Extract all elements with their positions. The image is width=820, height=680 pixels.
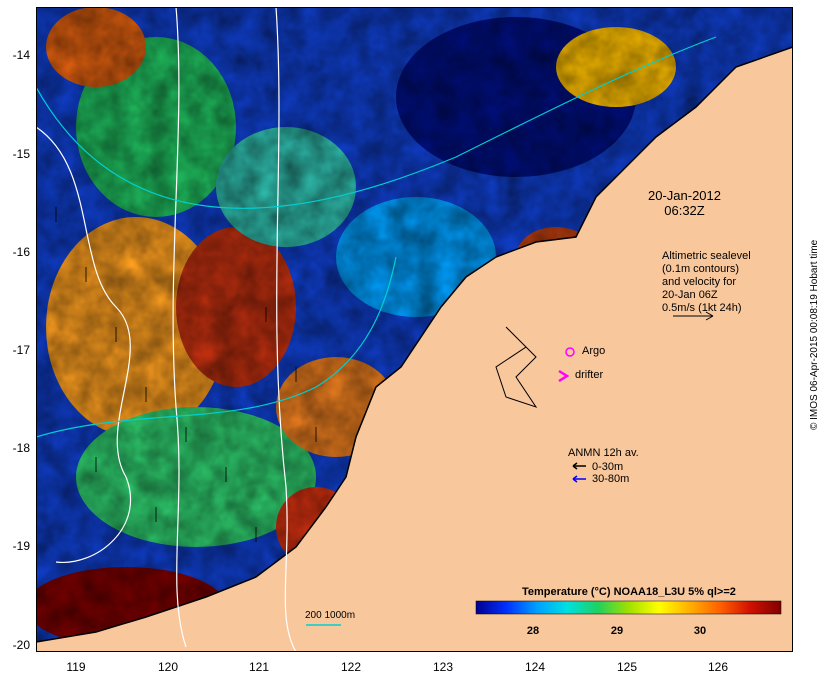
lat-tick: -15	[12, 147, 30, 161]
lat-tick: -14	[12, 48, 30, 62]
altimetry-line: 0.5m/s (1kt 24h)	[662, 302, 742, 314]
time-label: 06:32Z	[664, 203, 705, 218]
anmn-title: ANMN 12h av.	[568, 447, 639, 459]
reference-arrowhead	[705, 311, 714, 321]
lat-tick: -16	[12, 245, 30, 259]
velocity-arrows	[55, 207, 317, 542]
altimetry-line: 20-Jan 06Z	[662, 289, 718, 301]
lat-tick: -20	[12, 638, 30, 652]
date-label: 20-Jan-2012	[648, 188, 721, 203]
lon-tick: 122	[340, 660, 362, 674]
sealevel-contour-white-1	[172, 7, 187, 648]
lon-tick: 126	[707, 660, 729, 674]
altimetry-line: (0.1m contours)	[662, 263, 740, 275]
depth-contour-legend: 200 1000m	[305, 610, 356, 621]
lat-tick: -19	[12, 539, 30, 553]
sealevel-contour-white-2	[275, 7, 297, 652]
map-frame	[36, 7, 793, 652]
lon-tick: 119	[66, 660, 86, 674]
lon-tick: 124	[524, 660, 546, 674]
date-stamp: 20-Jan-2012 06:32Z	[648, 188, 721, 218]
altimetry-legend: Altimetric sealevel (0.1m contours) and …	[662, 250, 751, 315]
credit-text: © IMOS 06-Apr-2015 00:08:19 Hobart time	[809, 239, 820, 430]
anmn-shallow-arrowhead	[572, 462, 578, 470]
sst-map	[36, 7, 793, 652]
sealevel-contour-white-3	[36, 126, 132, 563]
lon-tick: 120	[157, 660, 179, 674]
lon-tick: 121	[248, 660, 270, 674]
anmn-shallow-label: 0-30m	[592, 461, 624, 473]
anmn-deep-arrowhead	[572, 475, 578, 483]
coastline	[36, 46, 793, 643]
argo-label: Argo	[582, 345, 606, 357]
archipelago	[495, 326, 538, 408]
lat-tick: -18	[12, 441, 30, 455]
lon-tick: 123	[432, 660, 454, 674]
depth-contour-cyan-1	[36, 36, 717, 209]
colorbar-tick: 29	[610, 625, 624, 637]
drifter-label: drifter	[575, 369, 604, 381]
colorbar-tick: 30	[693, 625, 707, 637]
altimetry-line: Altimetric sealevel	[662, 250, 751, 262]
colorbar-title: Temperature (°C) NOAA18_L3U 5% ql>=2	[522, 586, 736, 598]
argo-marker	[565, 347, 575, 357]
drifter-marker	[558, 369, 570, 383]
lat-tick: -17	[12, 343, 30, 357]
depth-contour-cyan-2	[36, 256, 397, 438]
colorbar-tick: 28	[526, 625, 540, 637]
lon-tick: 125	[616, 660, 638, 674]
map-border	[36, 7, 793, 652]
anmn-deep-label: 30-80m	[592, 473, 630, 485]
colorbar	[475, 600, 782, 615]
altimetry-line: and velocity for	[662, 276, 736, 288]
